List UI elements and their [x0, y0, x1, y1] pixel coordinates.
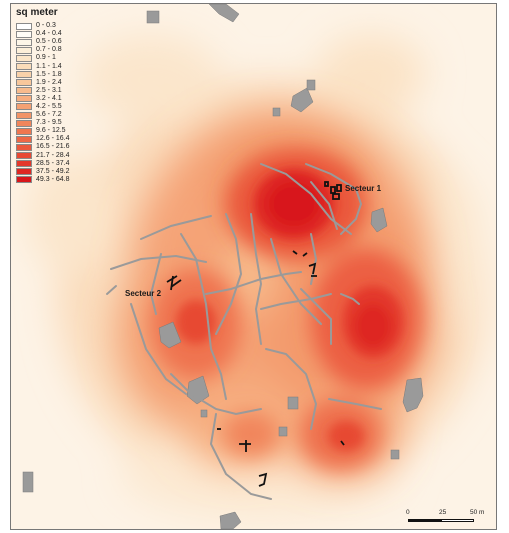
legend-row: 3.2 - 4.1	[16, 95, 108, 103]
legend-row: 5.6 - 7.2	[16, 111, 108, 119]
legend-swatch	[16, 30, 32, 38]
density-map	[22, 4, 486, 529]
legend-row: 7.3 - 9.5	[16, 119, 108, 127]
legend-swatch	[16, 95, 32, 103]
legend-swatch	[16, 152, 32, 160]
legend-label: 5.6 - 7.2	[36, 111, 62, 119]
legend-row: 0.7 - 0.8	[16, 46, 108, 54]
legend-row: 0.9 - 1	[16, 54, 108, 62]
legend-label: 9.6 - 12.5	[36, 127, 66, 135]
legend-row: 16.5 - 21.6	[16, 143, 108, 151]
legend-row: 1.5 - 1.8	[16, 71, 108, 79]
legend-label: 0.7 - 0.8	[36, 46, 62, 54]
legend-row: 28.5 - 37.4	[16, 160, 108, 168]
legend-row: 9.6 - 12.5	[16, 127, 108, 135]
legend-label: 7.3 - 9.5	[36, 119, 62, 127]
legend-swatch	[16, 71, 32, 79]
wall-lines	[106, 163, 382, 500]
legend-swatch	[16, 87, 32, 95]
legend-label: 21.7 - 28.4	[36, 151, 70, 159]
legend-label: 1.1 - 1.4	[36, 62, 62, 70]
legend-label: 2.5 - 3.1	[36, 86, 62, 94]
legend-label: 0.9 - 1	[36, 54, 56, 62]
scale-segment-light	[441, 519, 474, 522]
legend-swatch	[16, 160, 32, 168]
legend-swatch	[16, 46, 32, 54]
legend-row: 21.7 - 28.4	[16, 152, 108, 160]
legend-swatch	[16, 38, 32, 46]
legend: sq meter 0 - 0.3 0.4 - 0.4 0.5 - 0.6 0.7 - …	[16, 7, 108, 184]
scale-tick-0: 0	[406, 509, 410, 516]
legend-label: 0.5 - 0.6	[36, 38, 62, 46]
legend-title: sq meter	[16, 7, 58, 18]
legend-swatch	[16, 54, 32, 62]
legend-label: 16.5 - 21.6	[36, 143, 70, 151]
legend-label: 3.2 - 4.1	[36, 94, 62, 102]
map-frame: sq meter 0 - 0.3 0.4 - 0.4 0.5 - 0.6 0.7 - …	[10, 3, 497, 530]
legend-swatch	[16, 79, 32, 87]
legend-swatch	[16, 176, 32, 184]
legend-swatch	[16, 135, 32, 143]
scale-segment-dark	[408, 519, 441, 522]
legend-row: 12.6 - 16.4	[16, 135, 108, 143]
legend-row: 0.5 - 0.6	[16, 38, 108, 46]
legend-label: 49.3 - 64.8	[36, 175, 70, 183]
sector-2-label: Secteur 2	[125, 289, 162, 298]
legend-row: 1.1 - 1.4	[16, 62, 108, 71]
legend-swatch	[16, 22, 32, 30]
legend-swatch	[16, 143, 32, 151]
legend-row: 1.9 - 2.4	[16, 79, 108, 87]
scale-bar: 0 25 50 m	[406, 509, 486, 529]
legend-row: 2.5 - 3.1	[16, 87, 108, 95]
legend-label: 1.5 - 1.8	[36, 70, 62, 78]
legend-rows: 0 - 0.3 0.4 - 0.4 0.5 - 0.6 0.7 - 0.8 0.9 - …	[16, 22, 108, 184]
legend-swatch	[16, 103, 32, 111]
legend-label: 1.9 - 2.4	[36, 78, 62, 86]
scale-tick-25: 25	[439, 509, 447, 516]
sector-1-label: Secteur 1	[345, 184, 382, 193]
legend-row: 37.5 - 49.2	[16, 168, 108, 176]
legend-swatch	[16, 168, 32, 176]
legend-swatch	[16, 127, 32, 135]
legend-row: 49.3 - 64.8	[16, 176, 108, 184]
legend-label: 4.2 - 5.5	[36, 102, 62, 110]
legend-swatch	[16, 63, 32, 71]
legend-swatch	[16, 111, 32, 119]
legend-label: 37.5 - 49.2	[36, 167, 70, 175]
legend-label: 28.5 - 37.4	[36, 159, 70, 167]
legend-swatch	[16, 119, 32, 127]
scale-tick-50: 50 m	[470, 509, 485, 516]
legend-row: 0.4 - 0.4	[16, 30, 108, 38]
legend-label: 0 - 0.3	[36, 22, 56, 30]
legend-label: 0.4 - 0.4	[36, 30, 62, 38]
building-footprints	[22, 4, 424, 529]
legend-label: 12.6 - 16.4	[36, 135, 70, 143]
legend-row: 4.2 - 5.5	[16, 103, 108, 111]
legend-row: 0 - 0.3	[16, 22, 108, 30]
excavation-features	[166, 181, 345, 487]
